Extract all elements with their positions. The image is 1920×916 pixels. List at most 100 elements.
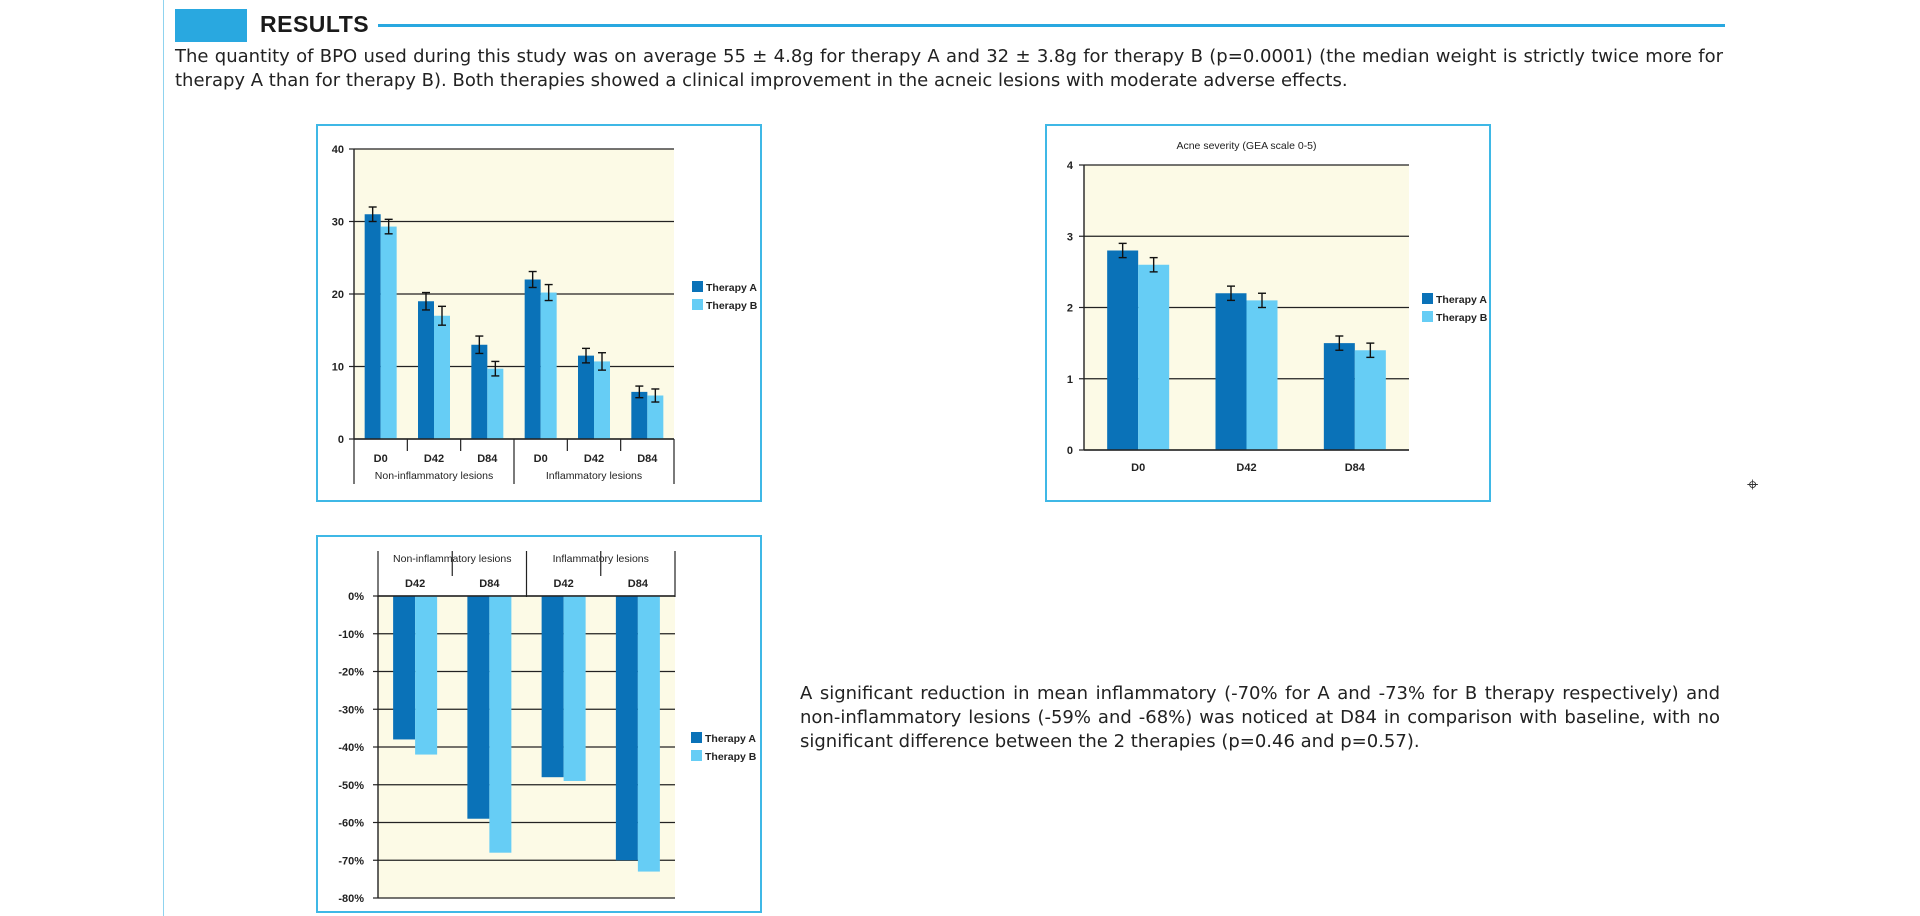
- error-bar: [1118, 242, 1127, 259]
- legend-label: Therapy A: [706, 282, 757, 294]
- therapy-b-bar-4: [637, 596, 660, 872]
- category-label: D84: [477, 453, 498, 465]
- therapy-a-bar-3: [541, 596, 564, 778]
- y-tick-label: -10%: [338, 629, 364, 641]
- therapy-a-bar-4: [524, 279, 541, 439]
- section-title: RESULTS: [260, 11, 370, 37]
- y-tick-label: -20%: [338, 667, 364, 679]
- left-margin-rule: [163, 0, 164, 916]
- error-bar: [475, 335, 484, 355]
- therapy-b-bar-2: [434, 315, 450, 439]
- error-bar: [528, 270, 537, 289]
- therapy-b-bar-1: [1138, 264, 1170, 450]
- category-label: D42: [584, 453, 604, 465]
- legend: Therapy A Therapy B: [692, 281, 758, 312]
- therapy-a-bar-5: [578, 355, 594, 439]
- therapy-a-bar-1: [1107, 250, 1139, 450]
- category-label: D84: [637, 453, 658, 465]
- chart-svg: 0% -10% -20% -30% -40% -50% -60% -70% -80% D42 D84…: [338, 551, 757, 905]
- y-tick-label: 2: [1067, 303, 1073, 315]
- error-bar: [1227, 285, 1235, 302]
- therapy-a-bar-3: [471, 344, 488, 439]
- lesion-reduction-chart: 0% -10% -20% -30% -40% -50% -60% -70% -80% D42 D84…: [316, 535, 762, 913]
- y-tick-label: 3: [1067, 231, 1073, 243]
- error-bar: [544, 283, 553, 302]
- error-bar: [1258, 292, 1266, 309]
- legend-label: Therapy B: [705, 751, 757, 763]
- legend-label: Therapy B: [706, 300, 758, 312]
- y-tick-label: -40%: [338, 742, 364, 754]
- y-tick-label: -50%: [338, 780, 364, 792]
- error-bar: [368, 206, 377, 223]
- category-label: D0: [534, 453, 548, 465]
- error-bar: [422, 291, 430, 311]
- group-label: Non-inflammatory lesions: [375, 470, 493, 482]
- therapy-b-bar-3: [487, 368, 504, 439]
- legend-swatch-therapy-a: [691, 732, 702, 743]
- category-label: D42: [554, 578, 574, 590]
- therapy-b-bar-1: [380, 226, 397, 439]
- error-bar: [491, 360, 500, 377]
- category-label: D0: [1131, 462, 1145, 474]
- y-tick-label: 0%: [348, 591, 364, 603]
- therapy-b-bar-2: [1246, 300, 1278, 450]
- y-tick-label: 1: [1067, 374, 1073, 386]
- chart-svg: 0 1 2 3 4 D0 D42 D84 Acne severity (GEA scale 0-…: [1067, 140, 1488, 474]
- category-label: D42: [1236, 462, 1256, 474]
- y-tick-label: -70%: [338, 855, 364, 867]
- lesions-count-chart: 0 10 20 30 40 D0 D42 D84 D0 D42 D84 Non-inflammator…: [316, 124, 762, 502]
- therapy-b-bar-5: [594, 361, 610, 439]
- group-label: Inflammatory lesions: [546, 470, 642, 482]
- legend-swatch-therapy-a: [692, 281, 703, 292]
- y-tick-label: -30%: [338, 704, 364, 716]
- error-bar: [438, 305, 446, 326]
- therapy-a-bar-2: [1215, 293, 1247, 450]
- legend: Therapy A Therapy B: [691, 732, 757, 763]
- header-rule: [378, 24, 1725, 27]
- y-tick-label: 20: [332, 289, 344, 301]
- y-tick-label: 0: [1067, 445, 1073, 457]
- chart-svg: 0 10 20 30 40 D0 D42 D84 D0 D42 D84 Non-inflammator…: [332, 144, 758, 484]
- crosshair-icon: ⌖: [1747, 472, 1759, 496]
- category-label: D0: [374, 453, 388, 465]
- group-label: Inflammatory lesions: [553, 553, 649, 565]
- y-tick-label: 10: [332, 362, 344, 374]
- group-label: Non-inflammatory lesions: [393, 553, 511, 565]
- error-bar: [384, 218, 393, 235]
- therapy-b-bar-3: [563, 596, 586, 781]
- error-bar: [1366, 342, 1375, 359]
- therapy-a-bar-1: [393, 596, 416, 740]
- therapy-b-bar-3: [1354, 350, 1386, 450]
- therapy-b-bar-2: [489, 596, 512, 853]
- therapy-a-bar-6: [631, 391, 648, 439]
- therapy-a-bar-1: [364, 214, 381, 439]
- error-bar: [651, 388, 660, 403]
- y-tick-label: 0: [338, 434, 344, 446]
- y-tick-label: -60%: [338, 818, 364, 830]
- legend-swatch-therapy-b: [1422, 311, 1433, 322]
- error-bar: [582, 347, 590, 364]
- legend-swatch-therapy-b: [692, 299, 703, 310]
- legend-swatch-therapy-a: [1422, 293, 1433, 304]
- legend-swatch-therapy-b: [691, 750, 702, 761]
- y-tick-label: 30: [332, 217, 344, 229]
- section-header: RESULTS: [175, 9, 1725, 43]
- therapy-a-bar-2: [418, 301, 434, 439]
- acne-severity-chart: 0 1 2 3 4 D0 D42 D84 Acne severity (GEA scale 0-…: [1045, 124, 1491, 502]
- category-label: D84: [479, 578, 500, 590]
- therapy-a-bar-2: [467, 596, 490, 819]
- chart-title: Acne severity (GEA scale 0-5): [1176, 140, 1316, 152]
- therapy-b-bar-4: [540, 292, 557, 439]
- results-paragraph-1: The quantity of BPO used during this stu…: [175, 46, 1723, 91]
- y-tick-label: 40: [332, 144, 344, 156]
- legend-label: Therapy A: [1436, 294, 1487, 306]
- legend-label: Therapy A: [705, 733, 756, 745]
- y-tick-label: 4: [1067, 160, 1074, 172]
- therapy-b-bar-1: [415, 596, 438, 755]
- error-bar: [598, 352, 606, 371]
- results-paragraph-2: A significant reduction in mean inflamma…: [800, 683, 1720, 752]
- therapy-b-bar-6: [647, 395, 664, 439]
- therapy-a-bar-3: [1323, 343, 1355, 450]
- legend-label: Therapy B: [1436, 312, 1488, 324]
- y-tick-label: -80%: [338, 893, 364, 905]
